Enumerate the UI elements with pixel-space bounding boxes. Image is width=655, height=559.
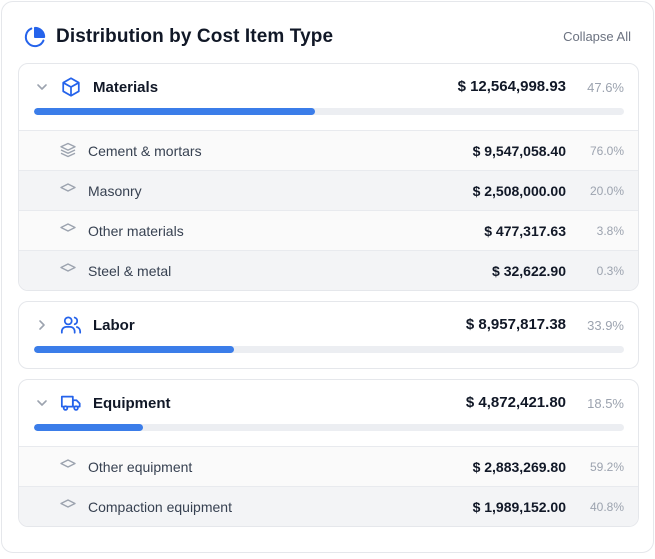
- subitem-amount: $ 2,508,000.00: [472, 183, 566, 199]
- group-header-materials[interactable]: Materials $ 12,564,998.93 47.6%: [19, 64, 638, 130]
- share-bar-fill: [34, 108, 315, 115]
- diamond-icon: [60, 183, 76, 192]
- category-amount: $ 8,957,817.38: [465, 316, 566, 333]
- diamond-icon: [60, 499, 76, 508]
- subitem-percent: 3.8%: [596, 224, 624, 238]
- card-header: Distribution by Cost Item Type Collapse …: [2, 2, 653, 64]
- category-amount: $ 12,564,998.93: [457, 78, 566, 95]
- diamond-icon: [60, 459, 76, 468]
- subitem-row: Steel & metal $ 32,622.90 0.3%: [19, 250, 638, 290]
- subitem-row: Other materials $ 477,317.63 3.8%: [19, 210, 638, 250]
- group-header-labor[interactable]: Labor $ 8,957,817.38 33.9%: [19, 302, 638, 368]
- category-percent: 33.9%: [587, 318, 624, 333]
- subitem-percent: 59.2%: [589, 460, 624, 474]
- users-icon: [60, 316, 82, 334]
- group-materials: Materials $ 12,564,998.93 47.6% Cement &…: [18, 63, 639, 291]
- chevron-down-icon[interactable]: [35, 80, 49, 94]
- subitem-name: Cement & mortars: [88, 143, 202, 159]
- subitem-percent: 0.3%: [596, 264, 624, 278]
- subitem-name: Masonry: [88, 183, 142, 199]
- share-bar-fill: [34, 424, 144, 431]
- subitem-name: Other materials: [88, 223, 184, 239]
- share-bar: [34, 424, 624, 431]
- subitem-amount: $ 477,317.63: [484, 223, 566, 239]
- category-name: Materials: [93, 79, 159, 96]
- subitem-percent: 40.8%: [589, 500, 624, 514]
- subitem-percent: 76.0%: [589, 144, 624, 158]
- subitem-amount: $ 9,547,058.40: [472, 143, 566, 159]
- group-header-equipment[interactable]: Equipment $ 4,872,421.80 18.5%: [19, 380, 638, 446]
- diamond-icon: [60, 223, 76, 232]
- collapse-all-button[interactable]: Collapse All: [563, 29, 631, 44]
- pie-chart-icon: [24, 26, 46, 48]
- diamond-icon: [60, 263, 76, 272]
- chevron-down-icon[interactable]: [35, 396, 49, 410]
- subitem-name: Other equipment: [88, 459, 193, 475]
- category-amount: $ 4,872,421.80: [465, 394, 566, 411]
- share-bar: [34, 108, 624, 115]
- subitem-row: Compaction equipment $ 1,989,152.00 40.8…: [19, 486, 638, 526]
- subitem-name: Steel & metal: [88, 263, 172, 279]
- subitem-row: Other equipment $ 2,883,269.80 59.2%: [19, 446, 638, 486]
- subitem-percent: 20.0%: [589, 184, 624, 198]
- layers-icon: [60, 142, 76, 158]
- subitem-row: Cement & mortars $ 9,547,058.40 76.0%: [19, 130, 638, 170]
- category-percent: 18.5%: [587, 396, 624, 411]
- subitem-amount: $ 2,883,269.80: [472, 459, 566, 475]
- cube-icon: [62, 77, 80, 97]
- subitem-row: Masonry $ 2,508,000.00 20.0%: [19, 170, 638, 210]
- category-name: Labor: [93, 317, 135, 334]
- subitem-name: Compaction equipment: [88, 499, 232, 515]
- subitem-amount: $ 32,622.90: [492, 263, 566, 279]
- group-labor: Labor $ 8,957,817.38 33.9%: [18, 301, 639, 369]
- share-bar-fill: [34, 346, 234, 353]
- page-title: Distribution by Cost Item Type: [56, 26, 334, 47]
- chevron-right-icon[interactable]: [35, 318, 49, 332]
- subitem-amount: $ 1,989,152.00: [472, 499, 566, 515]
- category-percent: 47.6%: [587, 80, 624, 95]
- category-name: Equipment: [93, 395, 171, 412]
- group-equipment: Equipment $ 4,872,421.80 18.5% Other equ…: [18, 379, 639, 527]
- share-bar: [34, 346, 624, 353]
- truck-icon: [60, 395, 81, 411]
